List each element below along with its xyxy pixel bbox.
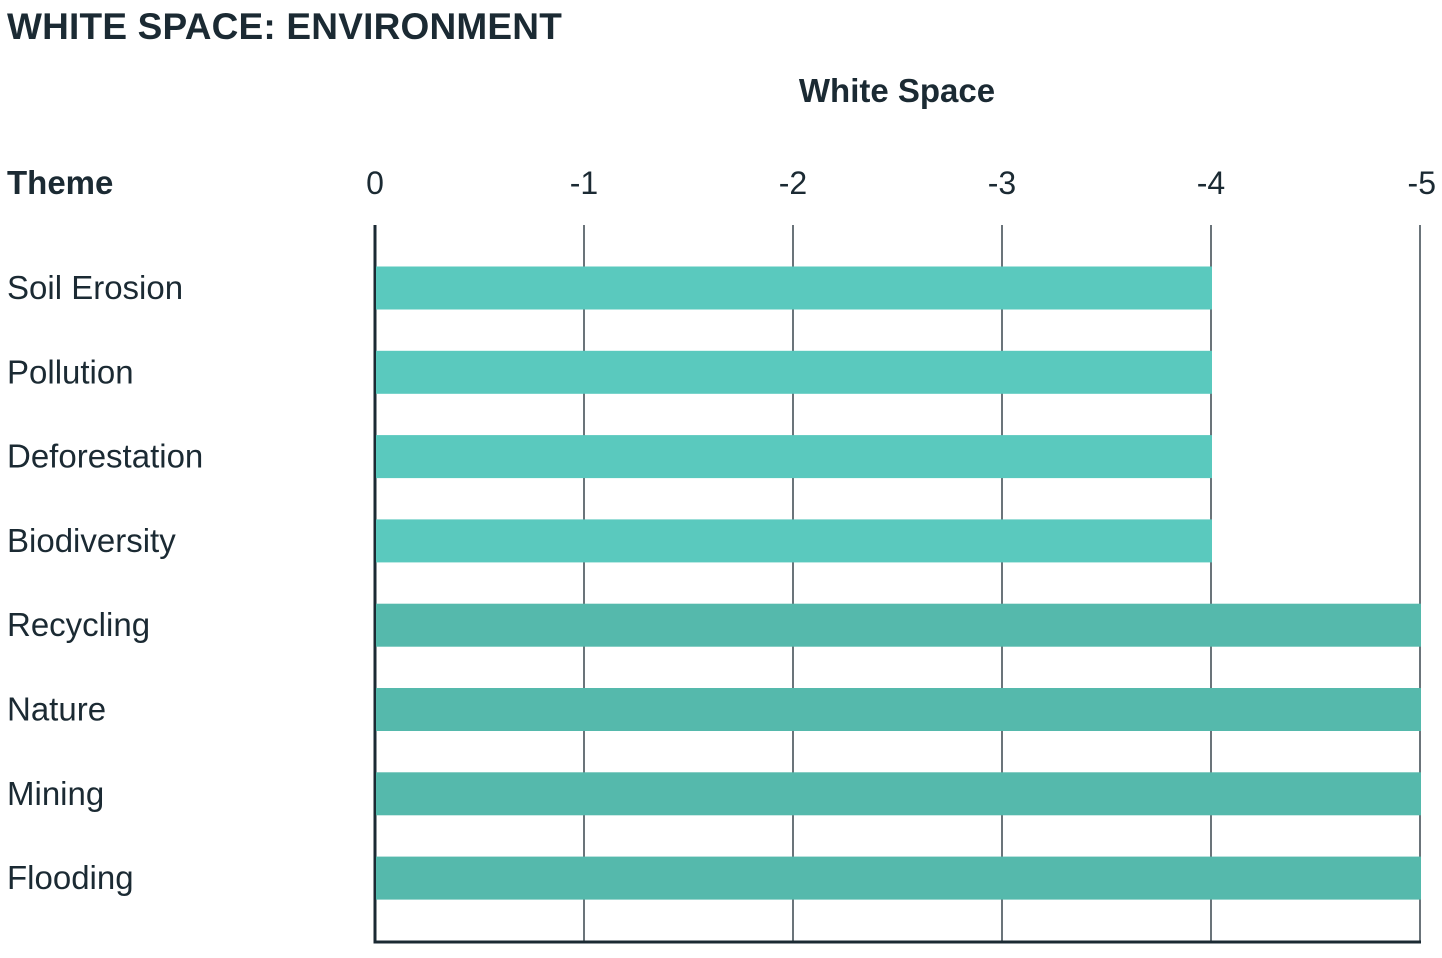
category-label: Nature [7,691,106,728]
bar [376,688,1421,731]
category-label: Pollution [7,353,134,390]
category-label: Deforestation [7,438,203,475]
x-tick-labels: 0 -1 -2 -3 -4 -5 [366,165,1436,201]
category-column-header: Theme [7,164,113,201]
x-tick-label: -1 [570,165,598,201]
grid-lines [373,225,1421,944]
x-tick-label: 0 [366,165,384,201]
bar [376,266,1212,310]
bar [376,435,1212,479]
bar [376,603,1421,647]
category-label: Flooding [7,859,134,896]
bar [376,856,1421,900]
page-title: WHITE SPACE: ENVIRONMENT [7,6,563,47]
x-axis-title: White Space [799,72,995,109]
bars [376,266,1421,900]
category-label: Mining [7,775,104,812]
x-tick-label: -5 [1408,165,1436,201]
x-tick-label: -4 [1197,165,1225,201]
x-tick-label: -3 [988,165,1016,201]
category-label: Recycling [7,606,150,643]
bar [376,772,1421,816]
x-tick-label: -2 [779,165,807,201]
category-label: Soil Erosion [7,269,183,306]
category-label: Biodiversity [7,522,176,559]
bar [376,519,1212,563]
category-labels: Soil Erosion Pollution Deforestation Biodiv… [7,269,203,896]
bar [376,350,1212,394]
